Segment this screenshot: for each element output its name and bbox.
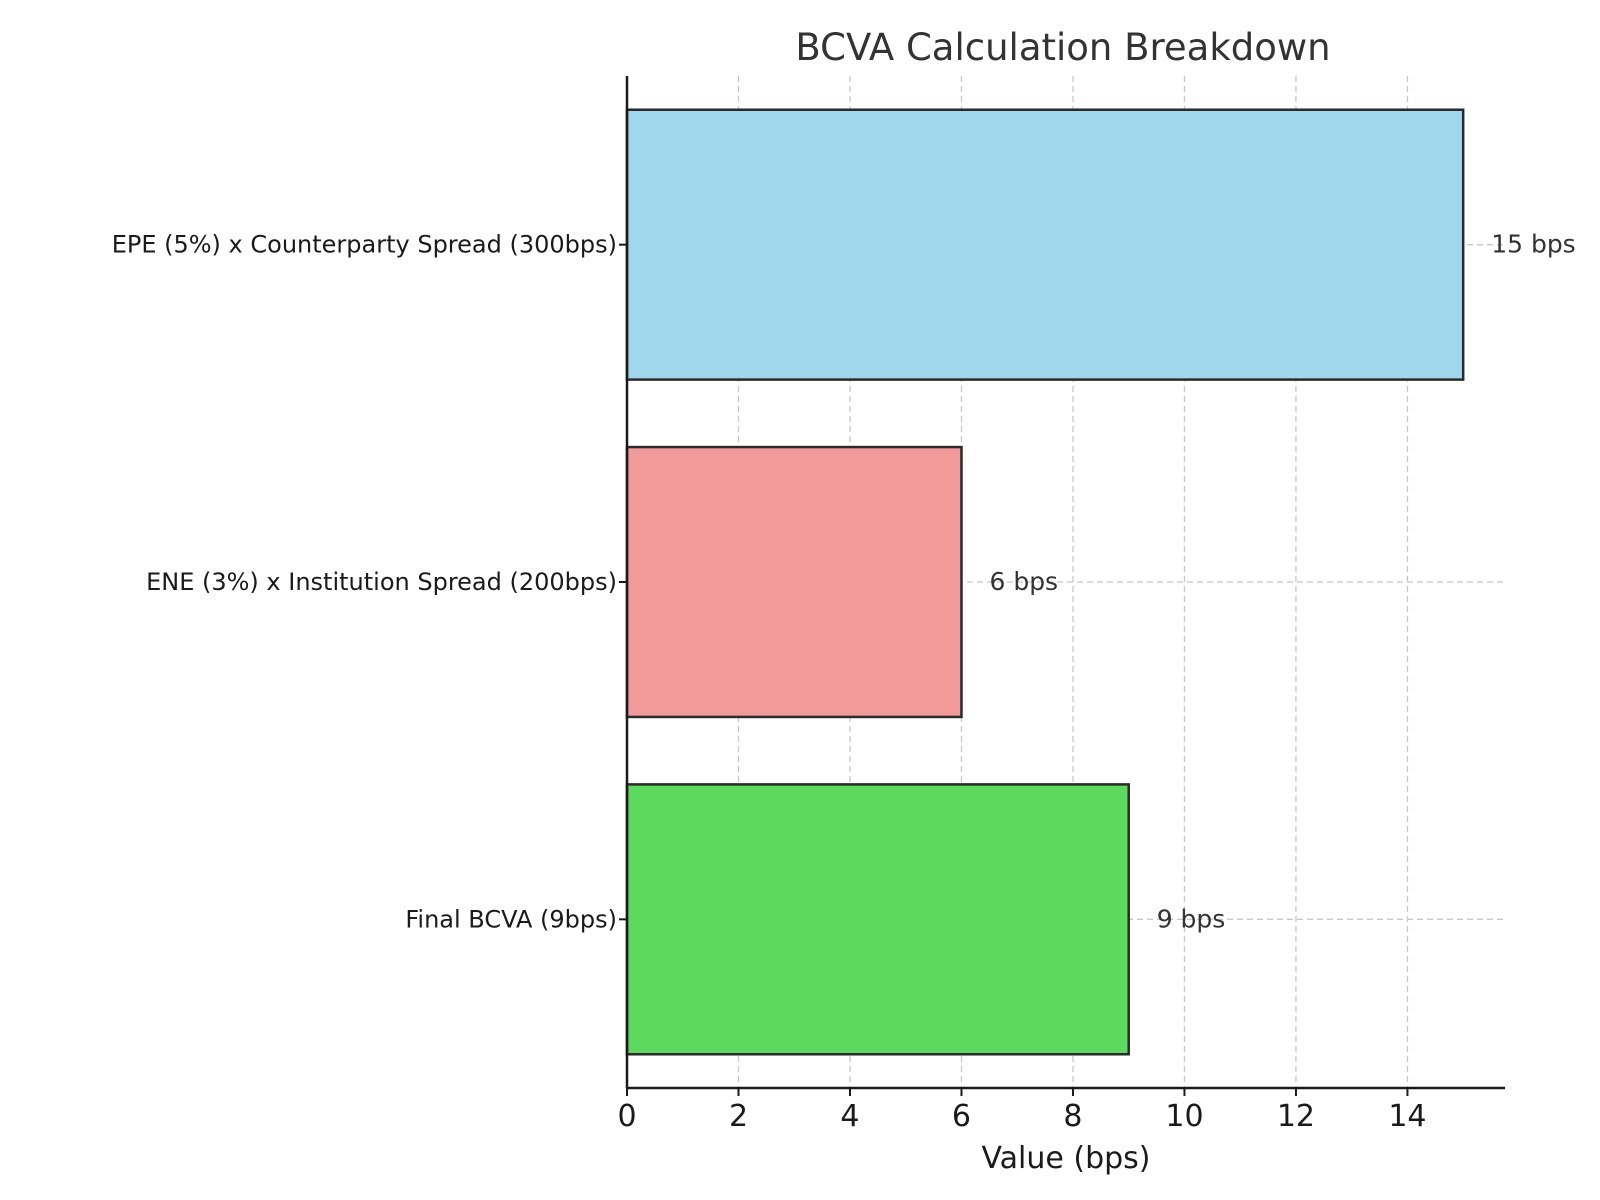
y-tick-label: Final BCVA (9bps) — [405, 905, 617, 933]
x-tick-label: 6 — [952, 1099, 971, 1134]
data-label: 6 bps — [989, 567, 1058, 596]
x-tick-label: 14 — [1388, 1099, 1426, 1134]
bar — [625, 783, 1130, 1056]
x-tick-label: 4 — [840, 1099, 859, 1134]
data-label: 15 bps — [1491, 230, 1576, 259]
x-tick-label: 2 — [729, 1099, 748, 1134]
x-tick-label: 10 — [1165, 1099, 1203, 1134]
y-tick-label: EPE (5%) x Counterparty Spread (300bps) — [112, 231, 617, 259]
bar — [625, 108, 1465, 381]
y-tick-label: ENE (3%) x Institution Spread (200bps) — [146, 568, 617, 596]
axes — [619, 76, 1505, 1096]
x-tick-label: 0 — [617, 1099, 636, 1134]
bars — [625, 108, 1465, 1056]
bar — [625, 445, 963, 719]
x-axis-label: Value (bps) — [981, 1141, 1150, 1176]
x-tick-label: 8 — [1063, 1099, 1082, 1134]
data-label: 9 bps — [1157, 904, 1226, 933]
chart-title: BCVA Calculation Breakdown — [795, 26, 1330, 69]
labels: 0 2 4 6 8 10 12 14 EPE (5%) x Counterparty Sprea… — [112, 230, 1576, 1134]
x-tick-label: 12 — [1277, 1099, 1315, 1134]
